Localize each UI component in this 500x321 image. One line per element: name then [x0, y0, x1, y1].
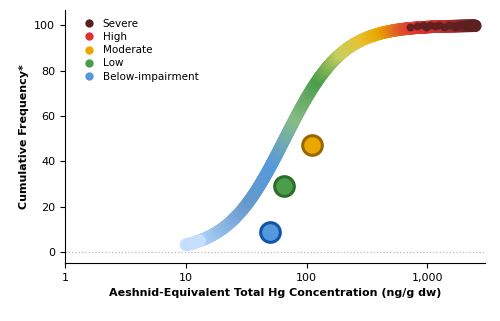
- Point: [430, 23, 438, 29]
- Point: [472, 23, 480, 28]
- Point: [308, 143, 316, 148]
- Point: [458, 23, 466, 28]
- Legend: Severe, High, Moderate, Low, Below-impairment: Severe, High, Moderate, Low, Below-impai…: [74, 15, 202, 86]
- Point: [413, 23, 421, 29]
- Point: [426, 23, 434, 28]
- Point: [462, 24, 470, 29]
- Point: [462, 22, 470, 27]
- Y-axis label: Cumulative Frequency*: Cumulative Frequency*: [18, 64, 28, 209]
- Point: [450, 23, 458, 29]
- Point: [435, 22, 443, 28]
- X-axis label: Aeshnid-Equivalent Total Hg Concentration (ng/g dw): Aeshnid-Equivalent Total Hg Concentratio…: [109, 289, 441, 299]
- Point: [464, 23, 472, 28]
- Point: [280, 184, 288, 189]
- Point: [470, 23, 478, 29]
- Point: [451, 24, 459, 29]
- Point: [444, 23, 452, 28]
- Point: [454, 22, 462, 28]
- Point: [266, 229, 274, 234]
- Point: [440, 24, 448, 29]
- Point: [419, 23, 427, 28]
- Point: [406, 24, 414, 29]
- Point: [422, 24, 430, 29]
